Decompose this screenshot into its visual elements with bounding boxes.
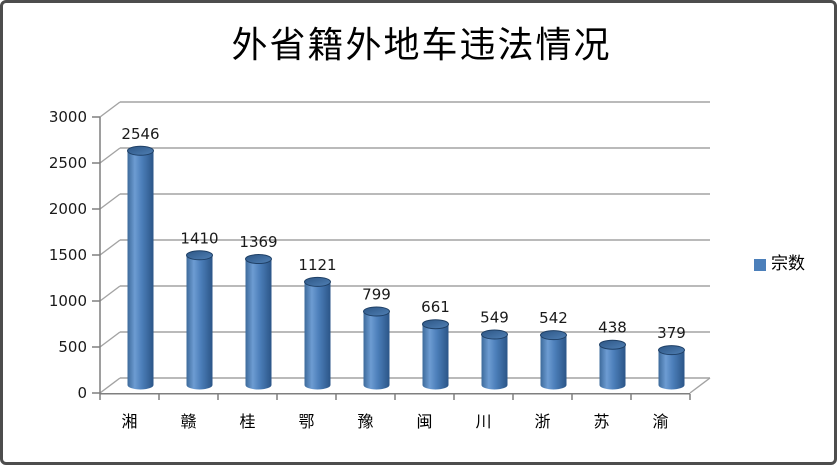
cylinder-bar [540,335,567,390]
y-tick-label: 1500 [49,246,87,264]
x-category-label: 豫 [357,412,373,431]
cylinder-bar [245,259,272,390]
bar-value-label: 661 [421,298,450,316]
gridline-diagonal [99,285,121,302]
gridline-diagonal [99,193,121,210]
bar-value-label: 542 [539,309,568,327]
bar-value-label: 1121 [298,256,336,274]
plot-area: 0 500 1000 1500 2000 2500 3000 2546 1410 1369 1121… [49,101,711,431]
x-category-label: 湘 [121,412,137,431]
cylinder-bar-top [540,330,567,341]
bar-value-label: 799 [362,285,391,303]
cylinder-bar-top [127,145,154,156]
cylinder-bar-top [422,319,449,330]
bar-value-label: 2546 [121,125,159,143]
y-tick-label: 2500 [49,154,87,172]
x-category-label: 渝 [652,412,668,431]
gridline-diagonal [99,101,121,118]
gridline-diagonal [99,331,121,348]
x-category-label: 浙 [534,412,550,431]
cylinder-bar-top [481,329,508,340]
bar-value-label: 1369 [239,233,277,251]
bar-value-label: 549 [480,308,509,326]
cylinder-bar [599,344,626,390]
y-tick-label: 1000 [49,292,87,310]
y-tick-label: 2000 [49,200,87,218]
cylinder-bar [658,350,685,390]
cylinder-bar [422,324,449,390]
y-tick-label: 3000 [49,108,87,126]
gridline-diagonal [99,377,121,394]
x-category-label: 赣 [180,412,196,431]
cylinder-bar-top [245,254,272,265]
legend-marker-icon [754,258,766,271]
x-category-label: 川 [475,412,491,431]
x-category-label: 闽 [416,412,432,431]
x-category-label: 苏 [593,412,609,431]
cylinder-bar [127,150,154,390]
legend: 宗数 [754,256,805,273]
cylinder-bar [304,281,331,390]
cylinder-bar-top [599,339,626,350]
legend-label: 宗数 [771,254,805,274]
cylinder-bar-top [304,276,331,287]
bar-value-label: 379 [657,324,686,342]
bar-value-label: 1410 [180,229,218,247]
cylinder-bar-top [186,250,213,261]
bar-value-label: 438 [598,319,627,337]
y-tick-label: 0 [77,384,87,402]
y-tick-label: 500 [58,338,87,356]
cylinder-bar [363,311,390,390]
cylinder-bar [481,334,508,390]
x-category-label: 鄂 [298,412,314,431]
x-category-label: 桂 [239,412,255,431]
gridline-diagonal [99,239,121,256]
cylinder-bar-top [658,345,685,356]
gridline-diagonal [99,147,121,164]
chart-title: 外省籍外地车违法情况 [231,25,612,66]
floor-right-diagonal [689,377,711,394]
cylinder-bar [186,255,213,390]
cylinder-bar-top [363,306,390,317]
